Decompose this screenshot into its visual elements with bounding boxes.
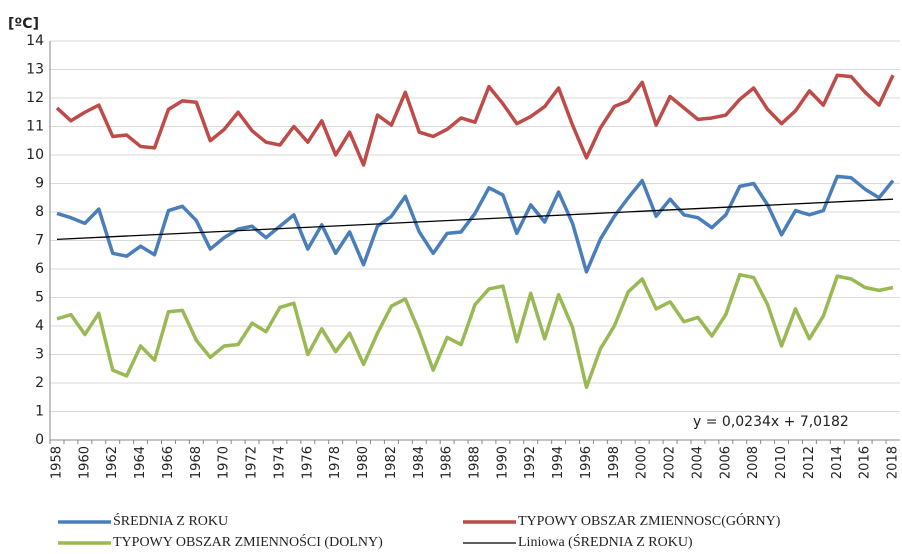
y-tick-label: 7 [35, 233, 44, 249]
series-line [55, 73, 895, 167]
series-line [56, 174, 895, 274]
x-tick-label: 2008 [746, 446, 761, 479]
y-tick-label: 8 [35, 204, 44, 220]
legend-label: ŚREDNIA Z ROKU [113, 512, 228, 529]
x-tick-label: 1998 [607, 446, 622, 479]
y-tick-label: 11 [26, 119, 44, 135]
legend-label: TYPOWY OBSZAR ZMIENNOSC(GÓRNY) [518, 512, 781, 529]
x-tick-label: 1966 [161, 446, 176, 479]
x-tick-label: 2002 [663, 446, 678, 479]
x-tick-label: 1994 [551, 446, 566, 479]
x-tick-label: 2012 [802, 446, 817, 479]
x-tick-label: 1962 [105, 446, 120, 479]
x-tick-label: 1996 [579, 446, 594, 479]
y-tick-label: 10 [26, 147, 44, 163]
x-tick-label: 2010 [774, 446, 789, 479]
x-tick-label: 1972 [245, 446, 260, 479]
x-tick-label: 1970 [217, 446, 232, 479]
x-tick-label: 1990 [495, 446, 510, 479]
x-tick-label: 1982 [384, 446, 399, 479]
y-tick-label: 1 [35, 404, 44, 420]
y-tick-label: 4 [35, 318, 44, 334]
x-tick-label: 2016 [858, 446, 873, 479]
series-line [56, 272, 894, 390]
x-tick-label: 1968 [189, 446, 204, 479]
x-tick-label: 1964 [133, 446, 148, 479]
trend-line [56, 198, 894, 241]
x-tick-label: 2004 [690, 446, 705, 479]
y-tick-label: 3 [35, 347, 44, 363]
legend-label: TYPOWY OBSZAR ZMIENNOŚCI (DOLNY) [113, 533, 383, 550]
y-tick-label: 5 [35, 290, 44, 306]
x-tick-label: 1974 [272, 446, 287, 479]
x-tick-label: 1986 [440, 446, 455, 479]
x-tick-label: 1988 [468, 446, 483, 479]
x-tick-label: 1980 [356, 446, 371, 479]
y-tick-label: 12 [26, 90, 44, 106]
x-tick-label: 2018 [886, 446, 901, 479]
y-tick-label: 9 [35, 176, 44, 192]
x-tick-label: 2000 [635, 446, 650, 479]
y-tick-label: 2 [35, 375, 44, 391]
y-tick-label: 14 [26, 33, 44, 49]
x-tick-label: 1960 [77, 446, 92, 479]
x-tick-label: 2006 [718, 446, 733, 479]
x-tick-label: 1958 [50, 446, 65, 479]
x-tick-label: 2014 [830, 446, 845, 479]
x-tick-label: 1984 [412, 446, 427, 479]
legend-label: Liniowa (ŚREDNIA Z ROKU) [518, 533, 693, 550]
x-tick-label: 1978 [328, 446, 343, 479]
x-tick-label: 1992 [523, 446, 538, 479]
y-axis-label: [ºC] [8, 16, 39, 32]
y-tick-label: 6 [35, 261, 44, 277]
trend-equation: y = 0,0234x + 7,0182 [693, 414, 849, 430]
y-tick-label: 0 [35, 432, 44, 448]
x-tick-label: 1976 [300, 446, 315, 479]
y-tick-label: 13 [26, 62, 44, 78]
